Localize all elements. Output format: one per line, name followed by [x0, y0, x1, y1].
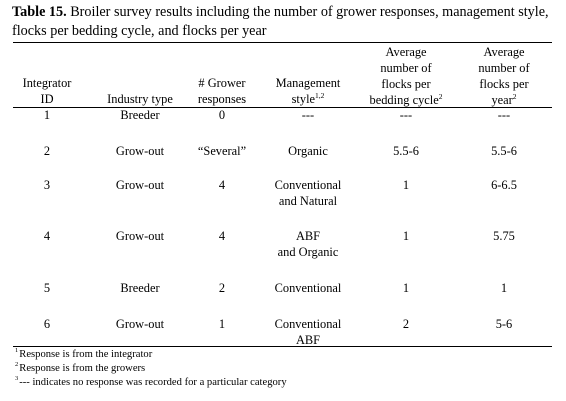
- cell-industry-type: Breeder: [120, 281, 160, 295]
- cell-flocks-per-year: ---: [497, 108, 511, 122]
- cell-management-style: ---: [301, 108, 315, 122]
- cell-flocks-per-year: 5.5-6: [491, 144, 517, 158]
- cell-integrator-id: 3: [43, 178, 51, 192]
- cell-flocks-per-bedding-cycle: 5.5-6: [393, 144, 419, 158]
- header-industry-type: Industry type: [107, 92, 173, 106]
- header-grower-responses: # Grower responses: [197, 76, 247, 106]
- cell-industry-type: Grow-out: [115, 178, 165, 192]
- cell-management-style: Organic: [288, 144, 328, 158]
- cell-integrator-id: 1: [43, 108, 51, 122]
- cell-flocks-per-year: 5.75: [493, 229, 515, 243]
- cell-grower-responses: 2: [218, 281, 226, 295]
- cell-management-style: Conventional: [274, 281, 342, 295]
- footnote: 3--- indicates no response was recorded …: [15, 375, 287, 388]
- header-management-style: Management style1,2: [275, 76, 341, 106]
- cell-management-style: Conventional and Natural: [274, 178, 342, 208]
- cell-industry-type: Grow-out: [115, 317, 165, 331]
- table-caption: Table 15. Broiler survey results includi…: [12, 3, 557, 41]
- bottom-rule: [13, 346, 552, 348]
- header-flocks-per-year: Average number of flocks per year2: [478, 45, 530, 107]
- header-rule: [13, 107, 552, 109]
- table-label: Table 15.: [12, 4, 67, 20]
- cell-flocks-per-bedding-cycle: 1: [402, 178, 410, 192]
- cell-industry-type: Grow-out: [115, 144, 165, 158]
- cell-integrator-id: 6: [43, 317, 51, 331]
- cell-integrator-id: 2: [43, 144, 51, 158]
- cell-integrator-id: 4: [43, 229, 51, 243]
- footnote: 2Response is from the growers: [15, 361, 146, 374]
- cell-industry-type: Grow-out: [115, 229, 165, 243]
- cell-grower-responses: “Several”: [197, 144, 247, 158]
- cell-flocks-per-year: 6-6.5: [491, 178, 517, 192]
- cell-management-style: ABF and Organic: [277, 229, 339, 259]
- cell-flocks-per-year: 1: [500, 281, 508, 295]
- cell-industry-type: Breeder: [120, 108, 160, 122]
- cell-integrator-id: 5: [43, 281, 51, 295]
- footnote: 1Response is from the integrator: [15, 347, 153, 360]
- cell-flocks-per-bedding-cycle: 1: [402, 229, 410, 243]
- cell-flocks-per-year: 5-6: [495, 317, 513, 331]
- cell-grower-responses: 1: [218, 317, 226, 331]
- cell-management-style: Conventional ABF: [274, 317, 342, 347]
- cell-grower-responses: 4: [218, 229, 226, 243]
- cell-flocks-per-bedding-cycle: 1: [402, 281, 410, 295]
- cell-grower-responses: 4: [218, 178, 226, 192]
- table-title: Broiler survey results including the num…: [12, 4, 549, 39]
- cell-grower-responses: 0: [218, 108, 226, 122]
- header-flocks-per-bedding-cycle: Average number of flocks per bedding cyc…: [369, 45, 443, 107]
- top-rule: [13, 42, 552, 44]
- cell-flocks-per-bedding-cycle: ---: [399, 108, 413, 122]
- header-integrator-id: Integrator ID: [22, 76, 72, 106]
- cell-flocks-per-bedding-cycle: 2: [402, 317, 410, 331]
